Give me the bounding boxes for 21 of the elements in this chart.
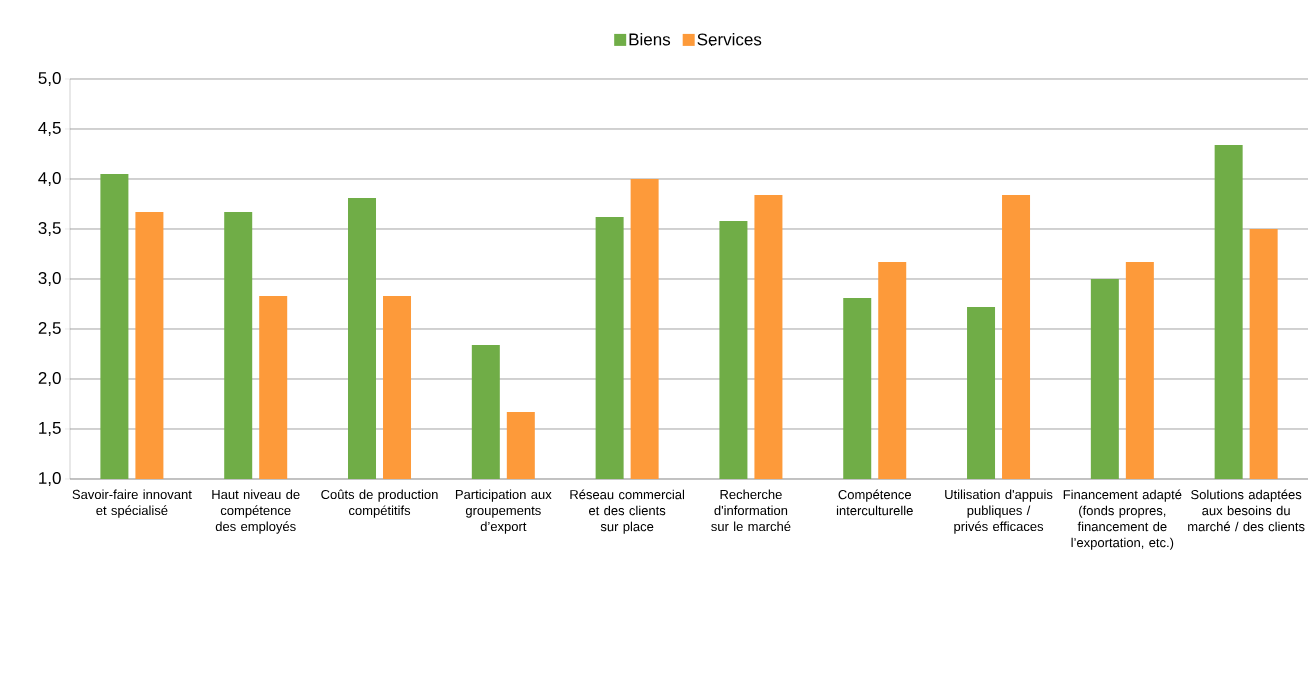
x-tick-label: Utilisation d'appuis publiques / privés efficaces <box>945 489 1053 534</box>
y-tick-label: 2,5 <box>38 321 61 337</box>
y-tick-label: 4,0 <box>38 171 61 187</box>
x-tick-label: Compétence interculturelle <box>836 489 913 516</box>
x-tick-label: Réseau commercial et des clients sur place <box>570 489 685 534</box>
y-tick-label: 1,0 <box>39 471 61 487</box>
legend-label: Biens <box>629 33 671 46</box>
x-tick-label: Savoir-faire innovant et spécialisé <box>72 489 192 518</box>
y-tick-label: 3,0 <box>38 271 61 287</box>
x-tick-label: Recherche d'information sur le marché <box>711 489 791 532</box>
y-tick-label: 1,5 <box>39 422 61 436</box>
x-tick-label: Coûts de production compétitifs <box>321 489 438 518</box>
x-tick-label: Haut niveau de compétence des employés <box>212 489 300 534</box>
y-tick-label: 4,5 <box>38 122 61 136</box>
y-tick-label: 2,0 <box>38 371 61 387</box>
y-tick-label: 5,0 <box>38 71 61 87</box>
x-tick-label: Solutions adaptées aux besoins du marché / des clients <box>1188 489 1305 532</box>
x-tick-label: Participation aux groupements d’export <box>455 489 552 534</box>
x-tick-label: Financement adapté (fonds propres, financement de l’exportation, etc.) <box>1063 489 1182 550</box>
y-tick-label: 3,5 <box>38 221 61 237</box>
legend-label: Services <box>697 33 762 46</box>
